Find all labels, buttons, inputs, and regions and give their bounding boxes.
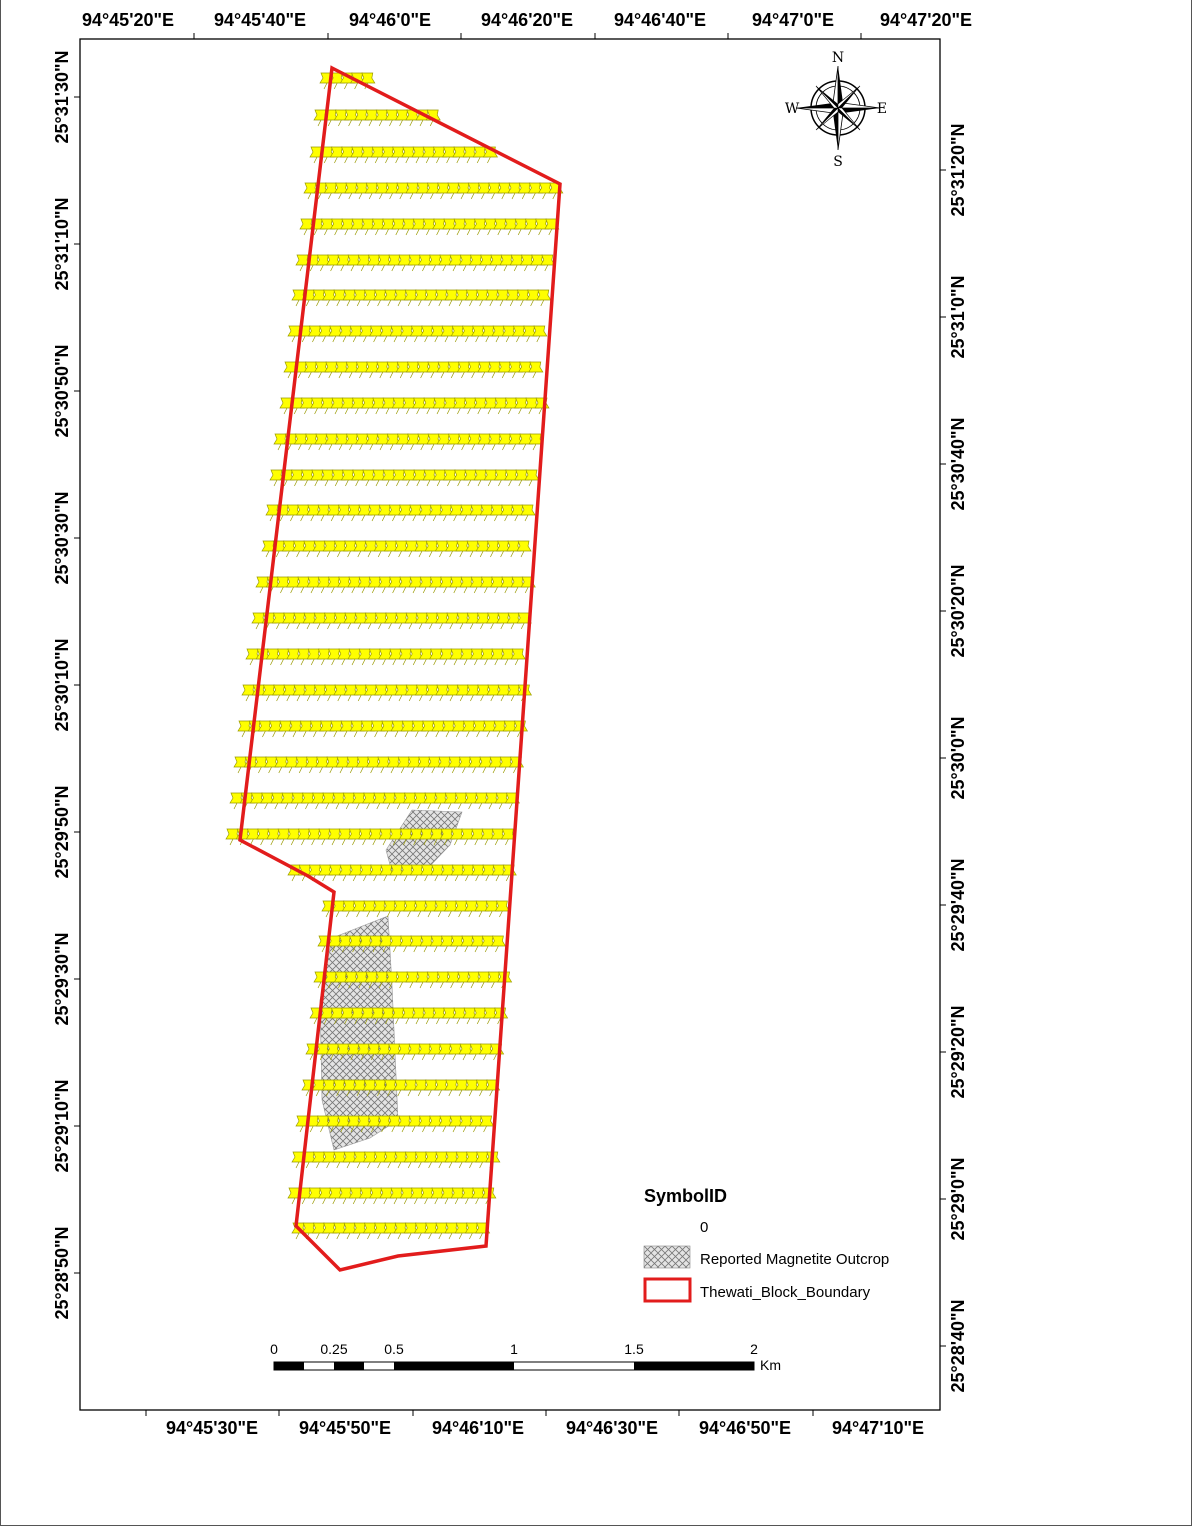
- right-label: 25°28'40"N: [948, 1299, 968, 1392]
- left-latitude-labels: 25°31'30"N 25°31'10"N 25°30'50"N 25°30'3…: [52, 50, 72, 1319]
- pushpin-icon: [528, 361, 544, 379]
- scale-label: 0: [270, 1341, 278, 1357]
- right-label: 25°31'20"N: [948, 123, 968, 216]
- compass-e-label: E: [877, 101, 887, 117]
- map-frame: [79, 38, 941, 1411]
- left-label: 25°31'10"N: [52, 197, 72, 290]
- left-label: 25°29'30"N: [52, 932, 72, 1025]
- top-label: 94°45'20"E: [82, 10, 174, 30]
- right-label: 25°29'40"N: [948, 858, 968, 951]
- right-label: 25°29'20"N: [948, 1005, 968, 1098]
- legend-value-label: 0: [700, 1219, 708, 1236]
- scale-label: 0.5: [384, 1341, 404, 1357]
- top-longitude-labels: 94°45'20"E 94°45'40"E 94°46'0"E 94°46'20…: [82, 10, 972, 30]
- scale-label: 1.5: [624, 1341, 644, 1357]
- top-label: 94°46'0"E: [349, 10, 431, 30]
- legend-boundary-swatch: [643, 1277, 692, 1303]
- left-label: 25°29'50"N: [52, 785, 72, 878]
- left-label: 25°30'10"N: [52, 638, 72, 731]
- legend-outcrop-swatch: [643, 1245, 691, 1269]
- pushpin-icon: [534, 397, 550, 415]
- top-label: 94°47'20"E: [880, 10, 972, 30]
- bottom-label: 94°46'30"E: [566, 1418, 658, 1438]
- scale-bar: 0 0.25 0.5 1 1.5 2 Km: [270, 1341, 781, 1373]
- pushpin-icon: [510, 648, 526, 666]
- pushpin-icon: [516, 540, 532, 558]
- bottom-label: 94°47'10"E: [832, 1418, 924, 1438]
- left-label: 25°31'30"N: [52, 50, 72, 143]
- left-label: 25°30'30"N: [52, 491, 72, 584]
- compass-s-label: S: [833, 154, 843, 170]
- top-label: 94°47'0"E: [752, 10, 834, 30]
- compass-n-label: N: [832, 50, 844, 66]
- left-label: 25°28'50"N: [52, 1226, 72, 1319]
- legend-outcrop-label: Reported Magnetite Outcrop: [700, 1251, 889, 1268]
- right-latitude-labels: 25°31'20"N 25°31'0"N 25°30'40"N 25°30'20…: [948, 123, 968, 1392]
- compass-rose-icon: N S E W: [785, 50, 887, 170]
- right-label: 25°30'40"N: [948, 417, 968, 510]
- pushpin-icon: [532, 325, 548, 343]
- legend-boundary-label: Thewati_Block_Boundary: [700, 1284, 871, 1301]
- thewati-block-boundary: [238, 65, 562, 1272]
- right-label: 25°31'0"N: [948, 275, 968, 358]
- pushpin-icon: [478, 1115, 495, 1133]
- top-label: 94°45'40"E: [214, 10, 306, 30]
- bottom-label: 94°45'30"E: [166, 1418, 258, 1438]
- right-label: 25°29'0"N: [948, 1157, 968, 1240]
- map-legend: SymbolID 0 Reported Magnetite Outcrop Th…: [643, 1186, 889, 1303]
- scale-label: 2: [750, 1341, 758, 1357]
- left-label: 25°30'50"N: [52, 344, 72, 437]
- pushpin-icon: [494, 900, 511, 918]
- scale-unit: Km: [760, 1357, 781, 1373]
- magnetite-outcrop-area: [385, 809, 463, 873]
- top-label: 94°46'40"E: [614, 10, 706, 30]
- pushpin-icon: [524, 469, 540, 487]
- bottom-label: 94°46'10"E: [432, 1418, 524, 1438]
- right-label: 25°30'20"N: [948, 564, 968, 657]
- legend-title: SymbolID: [644, 1186, 727, 1206]
- graticule-ticks: [74, 33, 946, 1416]
- scale-label: 1: [510, 1341, 518, 1357]
- bottom-label: 94°45'50"E: [299, 1418, 391, 1438]
- bottom-label: 94°46'50"E: [699, 1418, 791, 1438]
- magnetite-outcrop-area: [319, 915, 399, 1151]
- compass-w-label: W: [785, 101, 800, 117]
- bottom-longitude-labels: 94°45'30"E 94°45'50"E 94°46'10"E 94°46'3…: [166, 1418, 924, 1438]
- right-label: 25°30'0"N: [948, 716, 968, 799]
- scale-label: 0.25: [320, 1341, 347, 1357]
- left-label: 25°29'10"N: [52, 1079, 72, 1172]
- pushpin-icon: [536, 289, 552, 307]
- top-label: 94°46'20"E: [481, 10, 573, 30]
- survey-points-layer: [225, 72, 564, 1240]
- pushpin-icon: [490, 935, 507, 953]
- pushpin-icon: [520, 504, 536, 522]
